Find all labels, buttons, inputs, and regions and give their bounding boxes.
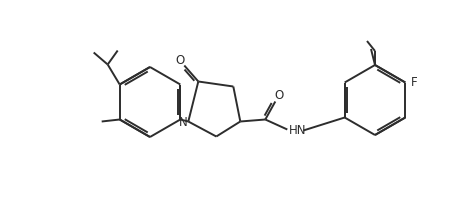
Text: N: N [179,116,188,129]
Text: O: O [175,54,185,67]
Text: F: F [411,76,418,89]
Text: O: O [275,89,284,102]
Text: HN: HN [288,124,306,137]
